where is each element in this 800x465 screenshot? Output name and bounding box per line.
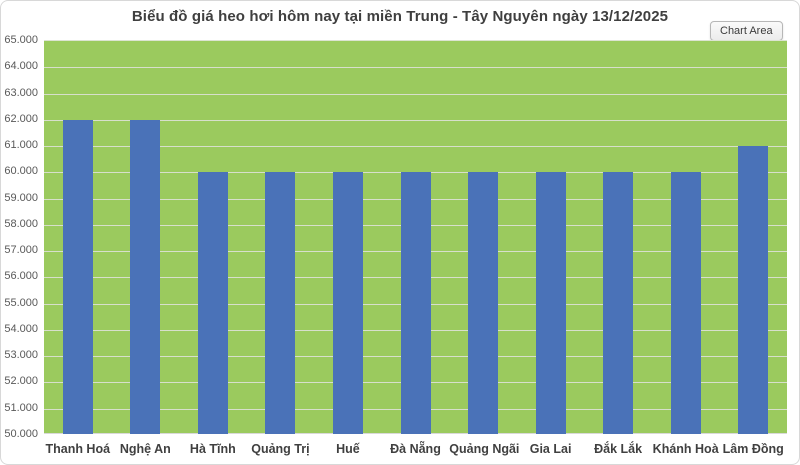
bar[interactable]: [332, 172, 363, 434]
y-axis-tick-label: 56.000: [4, 270, 38, 283]
bar[interactable]: [603, 172, 634, 434]
y-axis-tick-label: 64.000: [4, 60, 38, 73]
x-axis-label: Nghệ An: [119, 442, 171, 456]
x-axis-label: Khánh Hoà: [652, 442, 719, 456]
x-axis-label: Quảng Trị: [251, 442, 310, 456]
x-axis-label: Đà Nẵng: [390, 442, 441, 456]
y-axis-tick-label: 53.000: [4, 349, 38, 362]
chart-area-tooltip: Chart Area: [710, 21, 783, 41]
bar[interactable]: [535, 172, 566, 434]
y-axis-tick-label: 58.000: [4, 217, 38, 230]
bar[interactable]: [468, 172, 499, 434]
gridline: [44, 146, 787, 148]
y-axis-tick-label: 54.000: [4, 322, 38, 335]
x-axis[interactable]: Thanh Hoá Nghệ An Hà Tĩnh Quảng Trị Huế Đà Nẵ…: [1, 442, 799, 462]
y-axis-tick-label: 51.000: [4, 401, 38, 414]
gridline: [44, 93, 787, 95]
y-axis-tick-label: 65.000: [4, 34, 38, 46]
x-axis-label: Đắk Lắk: [594, 442, 643, 456]
x-axis-label: Gia Lai: [529, 442, 572, 456]
bar[interactable]: [670, 172, 701, 434]
y-axis-tick-label: 59.000: [4, 191, 38, 204]
x-axis-label: Quảng Ngãi: [449, 442, 520, 456]
y-axis[interactable]: 65.000 64.000 63.000 62.000 61.000 60.000 59.0…: [1, 1, 41, 464]
bar[interactable]: [738, 146, 769, 434]
gridline: [44, 119, 787, 121]
x-axis-label: Huế: [336, 442, 360, 456]
gridline: [44, 67, 787, 69]
x-axis-label: Lâm Đồng: [722, 442, 784, 456]
bar[interactable]: [130, 119, 161, 434]
y-axis-tick-label: 50.000: [4, 428, 38, 440]
bar[interactable]: [265, 172, 296, 434]
y-axis-tick-label: 63.000: [4, 86, 38, 99]
y-axis-tick-label: 60.000: [4, 165, 38, 178]
y-axis-tick-label: 57.000: [4, 244, 38, 257]
y-axis-tick-label: 62.000: [4, 112, 38, 125]
y-axis-tick-label: 61.000: [4, 139, 38, 152]
x-axis-label: Hà Tĩnh: [189, 442, 236, 456]
x-axis-label: Thanh Hoá: [45, 442, 111, 456]
y-axis-tick-label: 52.000: [4, 375, 38, 388]
bar[interactable]: [197, 172, 228, 434]
plot-area[interactable]: [44, 40, 787, 434]
bar[interactable]: [400, 172, 431, 434]
bar[interactable]: [62, 119, 93, 434]
y-axis-tick-label: 55.000: [4, 296, 38, 309]
chart-title[interactable]: Biểu đồ giá heo hơi hôm nay tại miền Tru…: [131, 8, 669, 25]
